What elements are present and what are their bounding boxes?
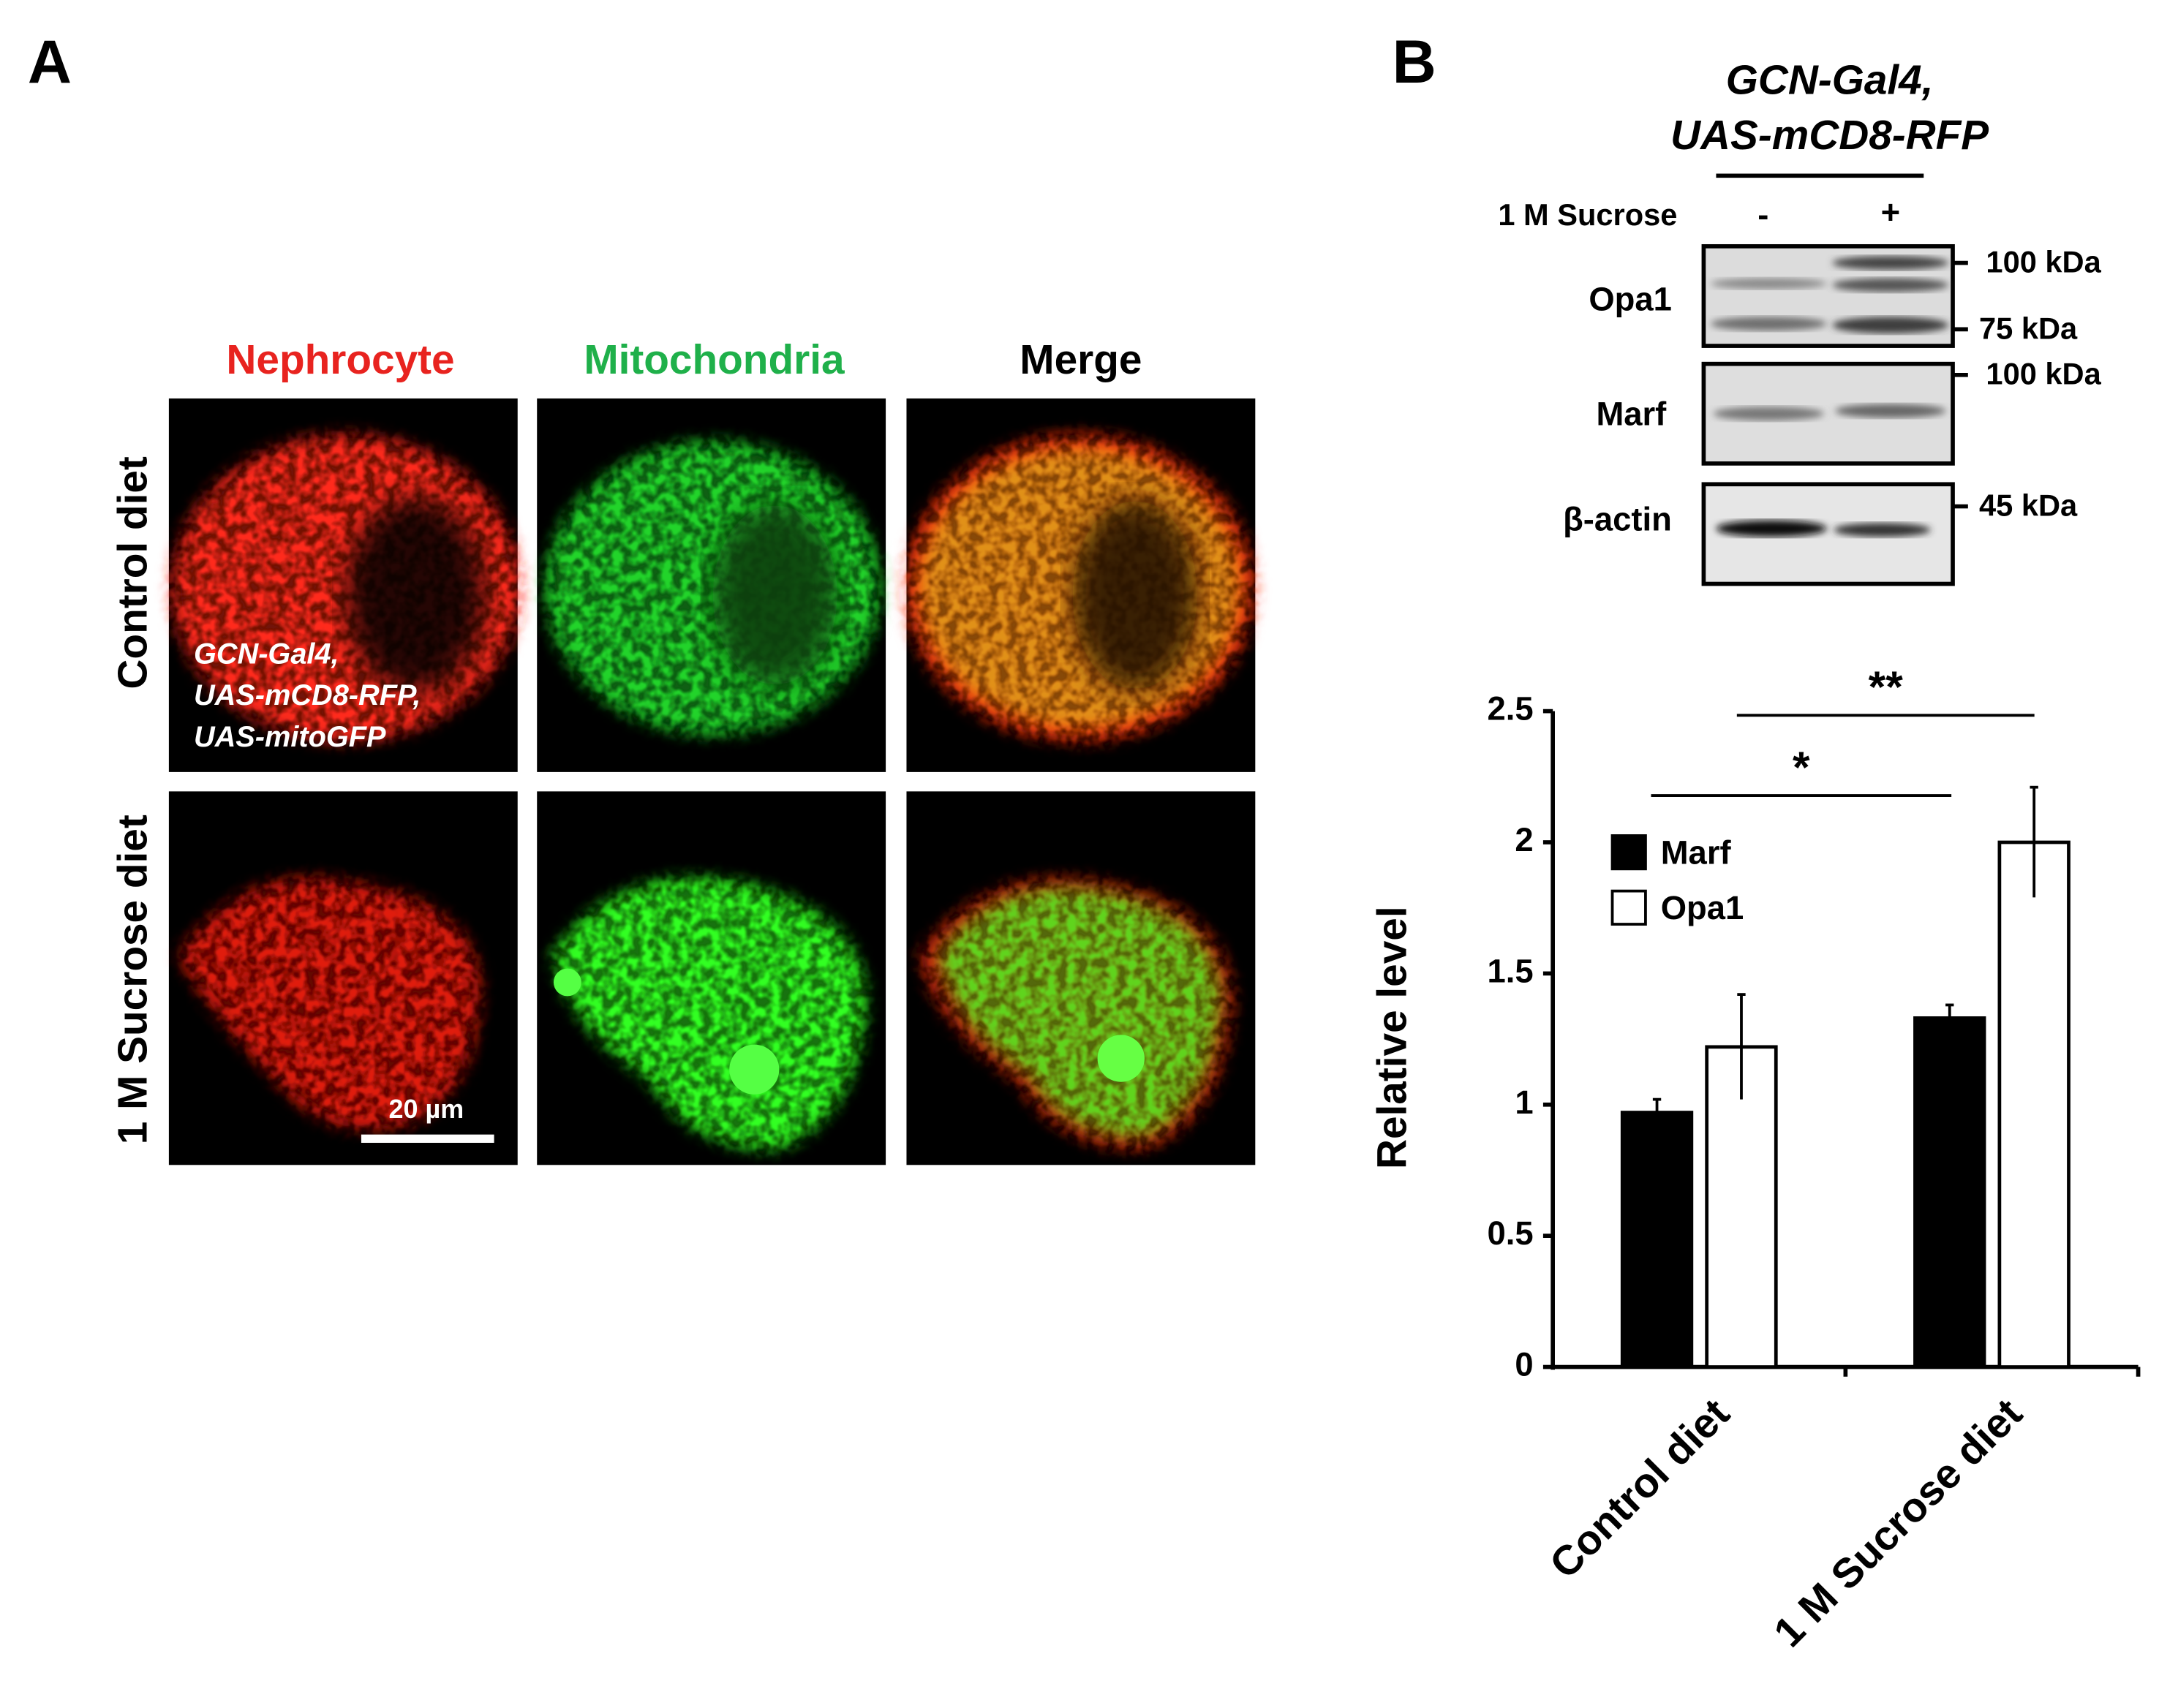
genotype: UAS-mCD8-RFP, — [194, 679, 421, 711]
marker-label: 100 kDa — [1986, 244, 2101, 279]
band — [1832, 278, 1949, 292]
blot-label: Marf — [1596, 396, 1667, 433]
y-tick-label: 2 — [1515, 821, 1533, 858]
panel-label: A — [28, 28, 72, 96]
nucleus — [712, 505, 837, 685]
lane-label: + — [1881, 193, 1901, 230]
row-title: Control diet — [110, 456, 156, 689]
significance-label: * — [1793, 742, 1810, 792]
y-tick-label: 1 — [1515, 1084, 1533, 1121]
genotype: UAS-mCD8-RFP — [1670, 113, 1989, 159]
treatment-label: 1 M Sucrose — [1498, 197, 1677, 232]
cell-signal — [941, 891, 1218, 1135]
x-tick-label: Control diet — [1541, 1391, 1738, 1588]
y-tick-label: 0 — [1515, 1346, 1533, 1383]
vesicle — [1097, 1035, 1145, 1082]
bar — [1620, 1111, 1694, 1369]
lane-label: - — [1757, 196, 1768, 233]
column-title: Merge — [1020, 337, 1142, 383]
band — [1834, 523, 1931, 537]
nucleus — [1072, 500, 1197, 689]
blot-label: Opa1 — [1589, 281, 1672, 318]
band — [1710, 317, 1827, 331]
blots — [1701, 243, 1968, 586]
y-tick-label: 1.5 — [1488, 952, 1534, 989]
bar — [1705, 1045, 1778, 1369]
significance-label: ** — [1869, 662, 1904, 711]
marker-label: 100 kDa — [1986, 357, 2101, 391]
y-axis-label: Relative level — [1369, 906, 1415, 1169]
blot-label: β-actin — [1563, 500, 1672, 537]
legend-swatch — [1610, 889, 1647, 926]
vesicle — [729, 1044, 780, 1095]
vesicle — [553, 968, 581, 997]
marker-label: 45 kDa — [1979, 488, 2078, 522]
scale-bar-label: 20 µm — [389, 1094, 464, 1124]
band — [1716, 520, 1827, 537]
y-tick-label: 2.5 — [1488, 690, 1534, 728]
y-tick-label: 0.5 — [1488, 1214, 1534, 1252]
column-title: Mitochondria — [584, 337, 845, 383]
nucleus — [346, 498, 485, 692]
band — [1832, 256, 1949, 270]
column-title: Nephrocyte — [226, 337, 454, 383]
scale-bar — [361, 1134, 494, 1144]
row-title: 1 M Sucrose diet — [110, 815, 156, 1144]
marker-label: 75 kDa — [1979, 311, 2078, 345]
band — [1835, 404, 1946, 418]
band — [1713, 407, 1825, 421]
panel-label: B — [1393, 28, 1436, 96]
legend-label: Marf — [1661, 834, 1732, 871]
micrograph-grid — [168, 398, 1256, 1165]
cell-signal — [553, 879, 865, 1149]
x-tick-label: 1 M Sucrose diet — [1766, 1391, 2032, 1657]
bar — [1913, 1016, 1986, 1369]
legend-label: Opa1 — [1661, 889, 1744, 926]
band — [1710, 278, 1827, 290]
genotype: UAS-mitoGFP — [194, 721, 386, 753]
band — [1832, 317, 1949, 334]
genotype: GCN-Gal4, — [1726, 58, 1934, 104]
bar — [1997, 840, 2071, 1369]
cell-signal — [180, 879, 478, 1129]
genotype: GCN-Gal4, — [194, 638, 339, 670]
legend-swatch — [1610, 834, 1647, 871]
